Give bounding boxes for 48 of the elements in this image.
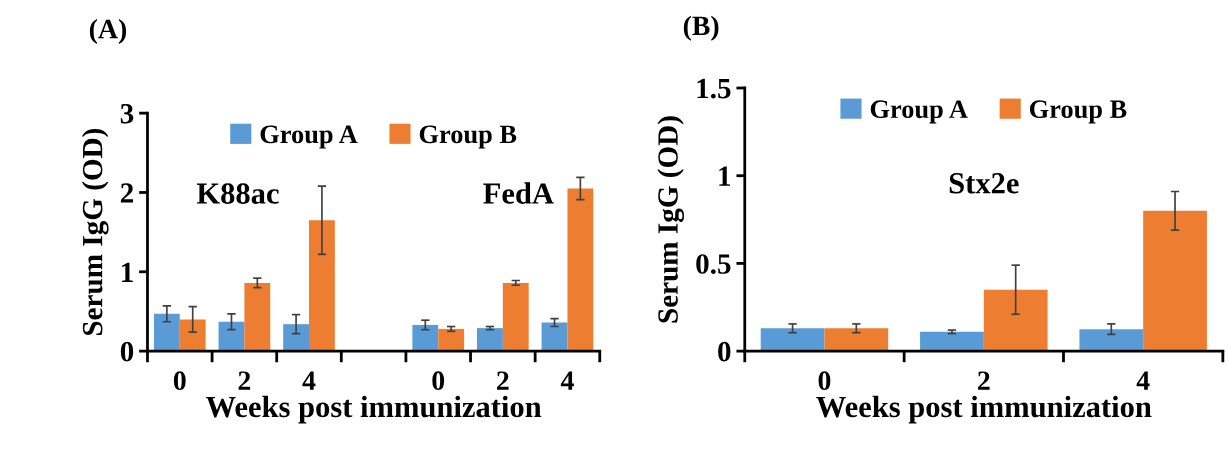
- bar: [502, 282, 529, 352]
- legend-label: Group B: [419, 125, 517, 149]
- y-axis-title: Serum IgG (OD): [81, 128, 109, 336]
- x-tick-label: 0: [818, 371, 831, 391]
- bar: [412, 324, 439, 352]
- bar: [983, 289, 1048, 352]
- bar: [438, 328, 465, 352]
- x-tick-label: 0: [432, 371, 445, 391]
- annotation: Stx2e: [949, 173, 1019, 194]
- bar: [760, 328, 825, 352]
- y-axis-title: Serum IgG (OD): [657, 116, 685, 323]
- bar: [476, 328, 503, 352]
- y-tick-label: 1.5: [697, 78, 731, 99]
- y-tick-label: 0: [718, 341, 731, 362]
- bar: [153, 313, 180, 352]
- chart-title: (B): [683, 15, 719, 41]
- y-tick-label: 0.5: [696, 254, 731, 274]
- bar: [1079, 329, 1144, 352]
- annotation: K88ac: [196, 183, 279, 204]
- x-tick-label: 4: [560, 371, 574, 390]
- x-axis-title: Weeks post immunization: [816, 395, 1152, 424]
- bar: [824, 328, 889, 352]
- y-tick-label: 3: [120, 103, 134, 124]
- bar: [309, 220, 335, 352]
- bar: [541, 322, 568, 352]
- legend-label: Group A: [870, 100, 968, 124]
- x-tick-label: 0: [173, 371, 186, 391]
- chart-title: (A): [89, 18, 127, 45]
- y-tick-label: 0: [120, 341, 134, 362]
- bar: [567, 188, 594, 352]
- bar: [1143, 210, 1207, 352]
- bar: [283, 324, 310, 352]
- bar: [244, 282, 271, 352]
- y-tick-label: 1: [122, 262, 133, 282]
- x-axis-title: Weeks post immunization: [205, 395, 542, 424]
- y-tick-label: 2: [120, 183, 134, 203]
- legend-label: Group B: [1029, 100, 1127, 124]
- annotation: FedA: [483, 182, 554, 204]
- x-tick-label: 4: [1136, 371, 1150, 390]
- x-tick-label: 2: [497, 371, 509, 390]
- legend-label: Group A: [260, 125, 358, 149]
- bar: [179, 319, 206, 352]
- bar: [218, 321, 245, 352]
- x-tick-label: 2: [238, 371, 251, 390]
- x-tick-label: 4: [302, 371, 316, 390]
- bar: [920, 331, 984, 352]
- y-tick-label: 1: [719, 166, 731, 186]
- x-tick-label: 2: [978, 371, 990, 390]
